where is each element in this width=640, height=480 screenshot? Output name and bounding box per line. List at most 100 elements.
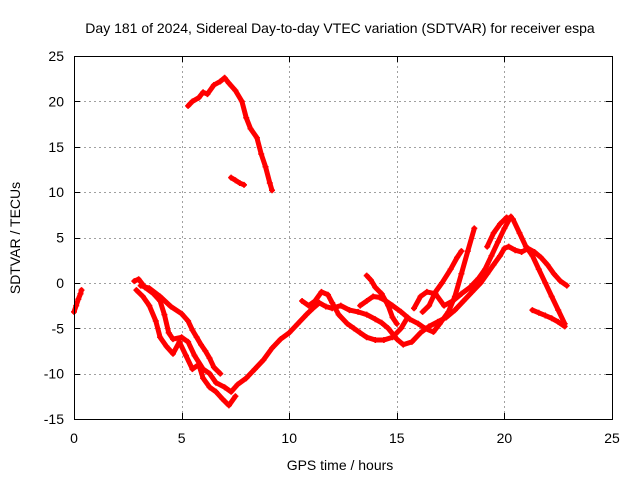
data-point [335,311,342,318]
data-point [324,291,331,298]
data-point [363,311,370,318]
data-point [406,316,413,323]
data-point [400,341,407,348]
data-point [75,296,82,303]
data-point [494,239,501,245]
data-point [135,276,142,283]
data-point [550,270,557,277]
data-point [501,245,508,252]
data-point [471,225,478,232]
data-point [193,334,200,341]
data-point [408,338,415,345]
data-point [430,328,437,335]
data-point [385,302,392,309]
data-point [178,334,185,341]
data-point [475,275,482,282]
series-group [71,74,570,409]
data-point [445,308,452,315]
data-point [363,272,370,279]
data-point [176,338,183,345]
data-point [189,366,196,373]
data-point [393,336,400,343]
y-tick-label: 10 [48,184,64,200]
data-point [370,293,377,300]
data-point [266,180,273,186]
data-point [217,78,224,85]
data-point [357,302,364,309]
data-point [204,91,211,98]
data-point [393,320,400,327]
data-point [363,334,370,341]
series-track-1 [71,287,85,315]
data-point [152,318,159,324]
data-point [202,347,209,354]
series-line [228,175,247,188]
data-point [225,402,232,409]
data-point [262,163,269,170]
data-point [447,266,454,273]
data-point [542,279,549,286]
data-point [484,270,491,277]
data-point [561,323,568,330]
data-point [277,336,284,343]
data-point [228,174,235,181]
data-point [213,388,219,395]
series-track-8 [357,225,478,335]
series-track-11 [419,248,465,315]
data-point [303,311,310,318]
series-track-5 [185,74,275,194]
data-point [449,298,456,304]
data-point [322,303,329,310]
data-point [185,102,192,109]
data-point [355,308,362,315]
grid [74,56,612,419]
data-point [350,325,357,332]
data-point [234,381,241,388]
series-track-4 [137,282,224,377]
series-track-6 [228,174,247,188]
data-point [482,266,488,273]
data-point [538,254,544,261]
data-point [398,308,405,315]
data-point [294,320,301,327]
data-point [206,355,213,362]
data-point [451,307,458,314]
data-point [163,343,170,350]
data-point [195,361,202,368]
data-point [419,308,426,315]
data-point [219,396,226,402]
series-track-13 [529,307,568,330]
data-point [421,325,428,332]
data-point [389,314,396,321]
data-point [232,177,239,184]
data-point [258,151,265,157]
data-point [189,98,196,105]
data-point [232,87,239,94]
data-point [518,249,525,255]
data-point [78,287,85,294]
data-point [555,307,562,314]
data-point [316,299,323,306]
data-point [548,293,555,300]
data-point [368,277,374,284]
data-point [378,319,385,326]
data-point [501,225,508,232]
data-point [417,293,424,300]
data-point [516,230,523,236]
data-point [469,288,476,295]
data-point [344,320,351,327]
data-point [139,293,146,300]
data-point [378,290,385,297]
data-point [490,230,497,236]
data-point [535,266,542,273]
series-line [299,289,411,343]
data-point [318,288,325,295]
data-point [467,284,473,291]
data-point [165,329,172,336]
data-point [555,318,562,325]
data-point [372,284,379,291]
data-point [269,345,275,352]
data-point [133,287,140,294]
data-point [191,352,198,359]
